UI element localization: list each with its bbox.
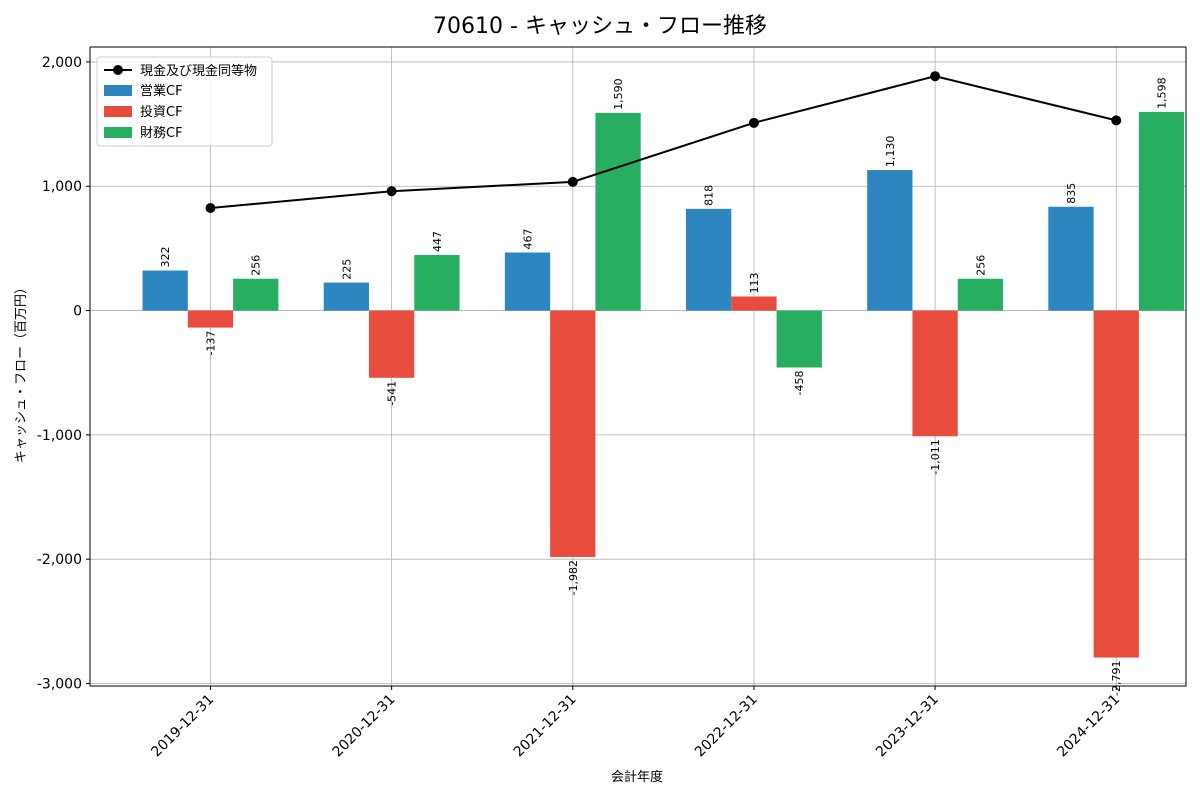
bar: [731, 296, 777, 311]
data-label: -541: [386, 381, 399, 406]
cash-line-point: [930, 71, 941, 82]
data-label: 1,130: [884, 136, 897, 168]
data-label: -1,011: [929, 439, 942, 474]
legend-box: [96, 56, 273, 147]
chart-title: 70610 - キャッシュ・フロー推移: [433, 14, 767, 39]
legend-swatch: [104, 85, 132, 96]
bar: [233, 278, 279, 311]
bar: [187, 310, 234, 328]
bar: [323, 282, 369, 311]
data-label: -137: [204, 331, 217, 356]
data-label: -2,791: [1110, 661, 1123, 696]
data-label: 447: [431, 231, 444, 252]
x-axis-ticks: 2019-12-31 2020-12-31 2021-12-31 2022-12-31…: [148, 686, 1123, 760]
bar: [686, 208, 732, 311]
cash-line-point: [386, 186, 397, 197]
bar: [912, 310, 958, 437]
cash-line-point: [205, 202, 216, 213]
y-axis-ticks: 2,000 1,000 0 -1,000 -2,000 -3,000: [37, 55, 90, 693]
bar: [414, 254, 460, 311]
data-label: 322: [159, 247, 172, 268]
cash-line-point: [1111, 115, 1122, 126]
data-label: 225: [340, 259, 353, 280]
bar: [595, 112, 641, 311]
x-tick-label: 2023-12-31: [873, 692, 942, 761]
data-label: -458: [793, 370, 806, 395]
bar: [1138, 111, 1185, 311]
y-tick-label: -2,000: [37, 552, 82, 568]
bar: [504, 252, 551, 311]
legend-swatch: [104, 106, 132, 117]
bar: [1093, 310, 1139, 658]
y-tick-label: 0: [73, 304, 82, 320]
bar: [957, 278, 1004, 311]
bar: [550, 310, 596, 557]
y-tick-label: -3,000: [37, 677, 82, 693]
legend-entry-label: 営業CF: [140, 83, 183, 99]
data-label: 1,590: [612, 78, 625, 110]
legend-line-marker: [113, 65, 123, 75]
cash-line-point: [567, 176, 578, 187]
x-axis-label: 会計年度: [611, 769, 663, 785]
x-tick-label: 2024-12-31: [1054, 692, 1123, 761]
data-label: 835: [1065, 183, 1078, 204]
bar-group: [142, 111, 1185, 658]
legend-swatch: [104, 127, 132, 138]
data-label: 256: [250, 255, 263, 276]
x-tick-label: 2019-12-31: [148, 692, 217, 761]
data-label: 256: [974, 255, 987, 276]
legend-entry-label: 投資CF: [140, 104, 183, 120]
bar: [867, 170, 913, 311]
y-axis-label: キャッシュ・フロー（百万円）: [14, 281, 29, 463]
legend-entry-label: 現金及び現金同等物: [140, 63, 257, 79]
y-tick-label: -1,000: [37, 428, 82, 444]
bar: [1048, 206, 1094, 311]
legend-entry-label: 財務CF: [140, 126, 183, 141]
data-labels: 322 225 467 818 1,130 835 -137 -541 -1,982 113 -1,…: [159, 77, 1168, 696]
data-label: 113: [748, 273, 761, 294]
bar: [776, 310, 822, 368]
bar: [142, 270, 188, 311]
bar: [368, 310, 415, 378]
plot-frame: [89, 46, 1187, 687]
cash-line-group: [205, 71, 1122, 213]
data-label: -1,982: [567, 560, 580, 595]
cash-line: [210, 75, 1117, 209]
y-tick-label: 1,000: [42, 179, 82, 195]
x-tick-label: 2022-12-31: [692, 692, 761, 761]
x-tick-label: 2021-12-31: [511, 692, 580, 761]
y-tick-label: 2,000: [42, 55, 82, 71]
data-label: 1,598: [1156, 77, 1169, 109]
x-tick-label: 2020-12-31: [330, 692, 399, 761]
data-label: 818: [703, 185, 716, 206]
data-label: 467: [521, 228, 534, 249]
cash-line-point: [748, 117, 759, 128]
